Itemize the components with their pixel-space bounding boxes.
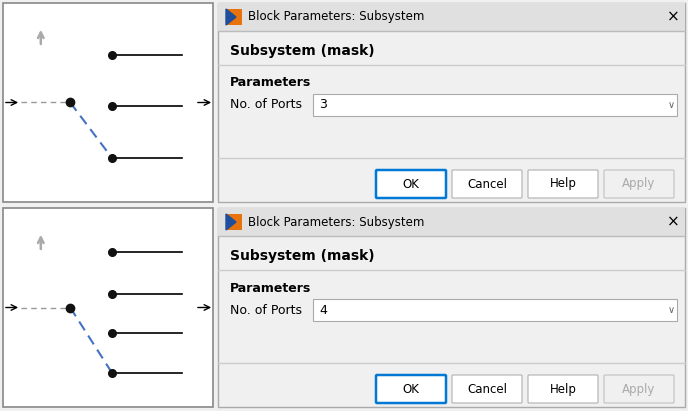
Text: 4: 4 bbox=[319, 303, 327, 316]
Text: OK: OK bbox=[402, 178, 420, 191]
FancyBboxPatch shape bbox=[604, 375, 674, 403]
Polygon shape bbox=[226, 214, 236, 230]
FancyBboxPatch shape bbox=[452, 170, 522, 198]
FancyBboxPatch shape bbox=[528, 375, 598, 403]
Bar bbox=[313, 94, 677, 116]
Text: Cancel: Cancel bbox=[467, 178, 507, 191]
FancyBboxPatch shape bbox=[528, 170, 598, 198]
Text: Parameters: Parameters bbox=[230, 282, 311, 295]
Text: Apply: Apply bbox=[623, 178, 656, 191]
FancyBboxPatch shape bbox=[376, 170, 446, 198]
Bar bbox=[218, 208, 685, 236]
Bar bbox=[3, 3, 213, 202]
Text: Subsystem (mask): Subsystem (mask) bbox=[230, 249, 375, 263]
FancyBboxPatch shape bbox=[376, 375, 446, 403]
Text: 3: 3 bbox=[319, 99, 327, 111]
Text: Cancel: Cancel bbox=[467, 383, 507, 395]
Bar bbox=[218, 3, 685, 202]
Bar bbox=[313, 299, 677, 321]
Text: No. of Ports: No. of Ports bbox=[230, 99, 302, 111]
Text: Apply: Apply bbox=[623, 383, 656, 395]
Bar bbox=[226, 9, 242, 25]
Bar bbox=[218, 208, 685, 407]
Text: Help: Help bbox=[550, 383, 577, 395]
Text: Block Parameters: Subsystem: Block Parameters: Subsystem bbox=[248, 215, 424, 229]
Bar bbox=[3, 208, 213, 407]
Text: ∨: ∨ bbox=[667, 100, 674, 110]
Text: ×: × bbox=[667, 9, 679, 25]
Bar bbox=[218, 3, 685, 31]
Text: Block Parameters: Subsystem: Block Parameters: Subsystem bbox=[248, 11, 424, 23]
Text: Subsystem (mask): Subsystem (mask) bbox=[230, 44, 375, 58]
Text: ∨: ∨ bbox=[667, 305, 674, 315]
FancyBboxPatch shape bbox=[604, 170, 674, 198]
Text: No. of Ports: No. of Ports bbox=[230, 303, 302, 316]
Text: Parameters: Parameters bbox=[230, 76, 311, 90]
Text: Help: Help bbox=[550, 178, 577, 191]
Bar bbox=[226, 214, 242, 230]
FancyBboxPatch shape bbox=[452, 375, 522, 403]
Polygon shape bbox=[226, 9, 236, 25]
Text: OK: OK bbox=[402, 383, 420, 395]
Text: ×: × bbox=[667, 215, 679, 229]
